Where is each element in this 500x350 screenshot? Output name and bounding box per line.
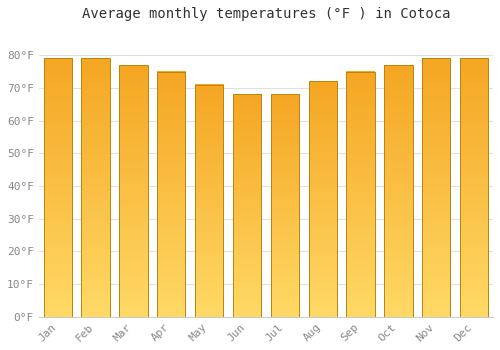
Title: Average monthly temperatures (°F ) in Cotoca: Average monthly temperatures (°F ) in Co…: [82, 7, 450, 21]
Bar: [270, 94, 299, 317]
Bar: [195, 85, 224, 317]
Bar: [346, 71, 375, 317]
Bar: [233, 94, 261, 317]
Bar: [422, 58, 450, 317]
Bar: [308, 81, 337, 317]
Bar: [384, 65, 412, 317]
Bar: [82, 58, 110, 317]
Bar: [157, 71, 186, 317]
Bar: [119, 65, 148, 317]
Bar: [44, 58, 72, 317]
Bar: [460, 58, 488, 317]
